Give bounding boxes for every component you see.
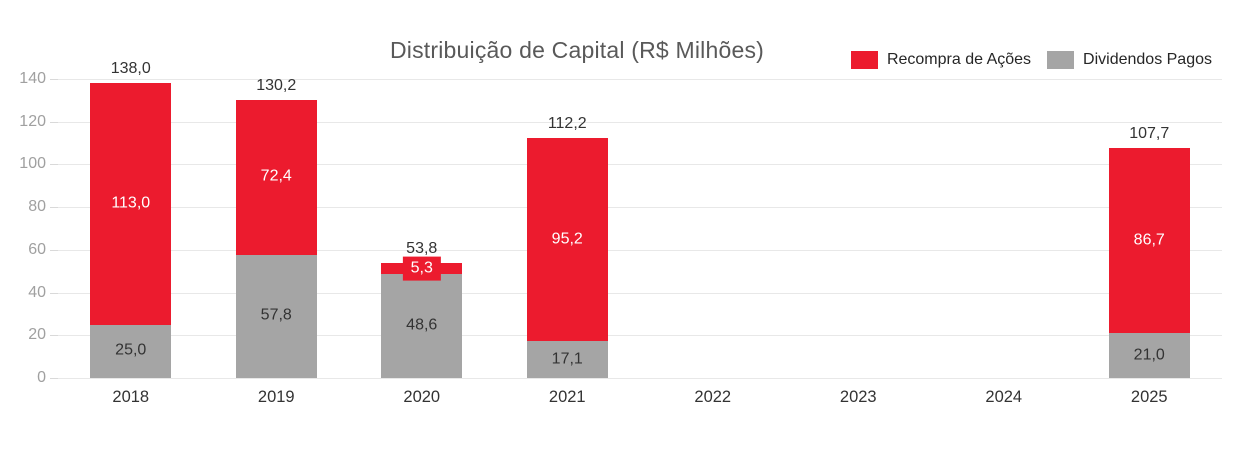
y-axis-label: 100 [19,155,46,173]
x-axis-label: 2019 [257,388,295,406]
bar-segment-recompra-de-ações-2020: 5,3 [381,256,463,281]
bar-segment-label: 21,0 [1133,346,1165,364]
bar-segment-dividendos-pagos-2025: 21,0 [1108,333,1190,378]
gridline [58,207,1222,209]
gridline [58,79,1222,80]
bar-segment-recompra-de-ações-2021: 95,2 [526,138,608,342]
x-axis-label: 2021 [548,388,586,406]
y-axis-label: 140 [19,70,46,87]
bar-total-label: 130,2 [256,76,297,94]
bar-segment-label: 5,3 [402,256,441,281]
bar-segment-label: 95,2 [551,230,583,248]
y-axis-label: 40 [28,283,46,301]
x-axis-label: 2023 [839,388,877,406]
bar-segment-label: 25,0 [115,341,147,359]
bar-total-label: 138,0 [110,60,151,78]
bar-segment-label: 57,8 [260,306,292,324]
gridline [58,335,1222,337]
y-axis: 0 20 40 60 80 100 120 140 [0,70,46,386]
legend-label-recompra: Recompra de Ações [886,51,1032,68]
chart-title: Distribuição de Capital (R$ Milhões) [389,37,765,63]
legend-swatch-red [850,51,878,69]
tick-mark [50,207,58,209]
bar-segment-label: 72,4 [260,167,292,185]
tick-mark [50,292,58,294]
x-axis-label: 2020 [403,388,441,406]
plot-area: 25,0 113,0 138,0 2018 57,8 72,4 130,2 2019 48,6 5… [50,60,1222,406]
gridline [58,164,1222,166]
bar-total-label: 112,2 [547,115,587,133]
bar-segment-dividendos-pagos-2019: 57,8 [235,254,317,378]
gridline [58,249,1222,251]
y-axis-label: 120 [19,112,46,130]
bar-total-label: 53,8 [406,239,438,257]
tick-mark [50,121,58,123]
bar-total-label: 107,7 [1129,124,1170,142]
bar-segment-label: 17,1 [551,350,583,368]
x-axis-label: 2024 [985,388,1023,406]
bar-segment-dividendos-pagos-2020: 48,6 [381,274,463,378]
bar-segment-label: 48,6 [406,316,438,334]
bar-segment-dividendos-pagos-2018: 25,0 [90,324,172,378]
tick-mark [50,79,58,80]
gridline [58,378,1222,379]
bar-segment-recompra-de-ações-2019: 72,4 [235,99,317,255]
gridline [58,121,1222,123]
tick-mark [50,378,58,379]
bar-segment-label: 113,0 [111,194,151,212]
y-axis-label: 0 [37,369,46,386]
gridline [58,292,1222,294]
y-axis-label: 80 [28,198,46,216]
bar-segment-dividendos-pagos-2021: 17,1 [526,341,608,378]
bar-segment-label: 86,7 [1133,231,1165,249]
x-axis-label: 2018 [112,388,150,406]
chart-legend: Recompra de Ações Dividendos Pagos [850,51,1212,69]
y-axis-label: 60 [28,240,46,258]
bar-segment-recompra-de-ações-2025: 86,7 [1108,148,1190,334]
legend-item-dividendos: Dividendos Pagos [1047,51,1212,69]
y-axis-label: 20 [28,326,46,344]
bar-segment-recompra-de-ações-2018: 113,0 [90,83,172,325]
legend-swatch-gray [1047,51,1075,69]
legend-label-dividendos: Dividendos Pagos [1083,51,1212,68]
x-axis-label: 2025 [1130,388,1168,406]
x-axis-label: 2022 [694,388,732,406]
tick-mark [50,164,58,166]
tick-mark [50,335,58,337]
tick-mark [50,249,58,251]
legend-item-recompra: Recompra de Ações [850,51,1032,69]
